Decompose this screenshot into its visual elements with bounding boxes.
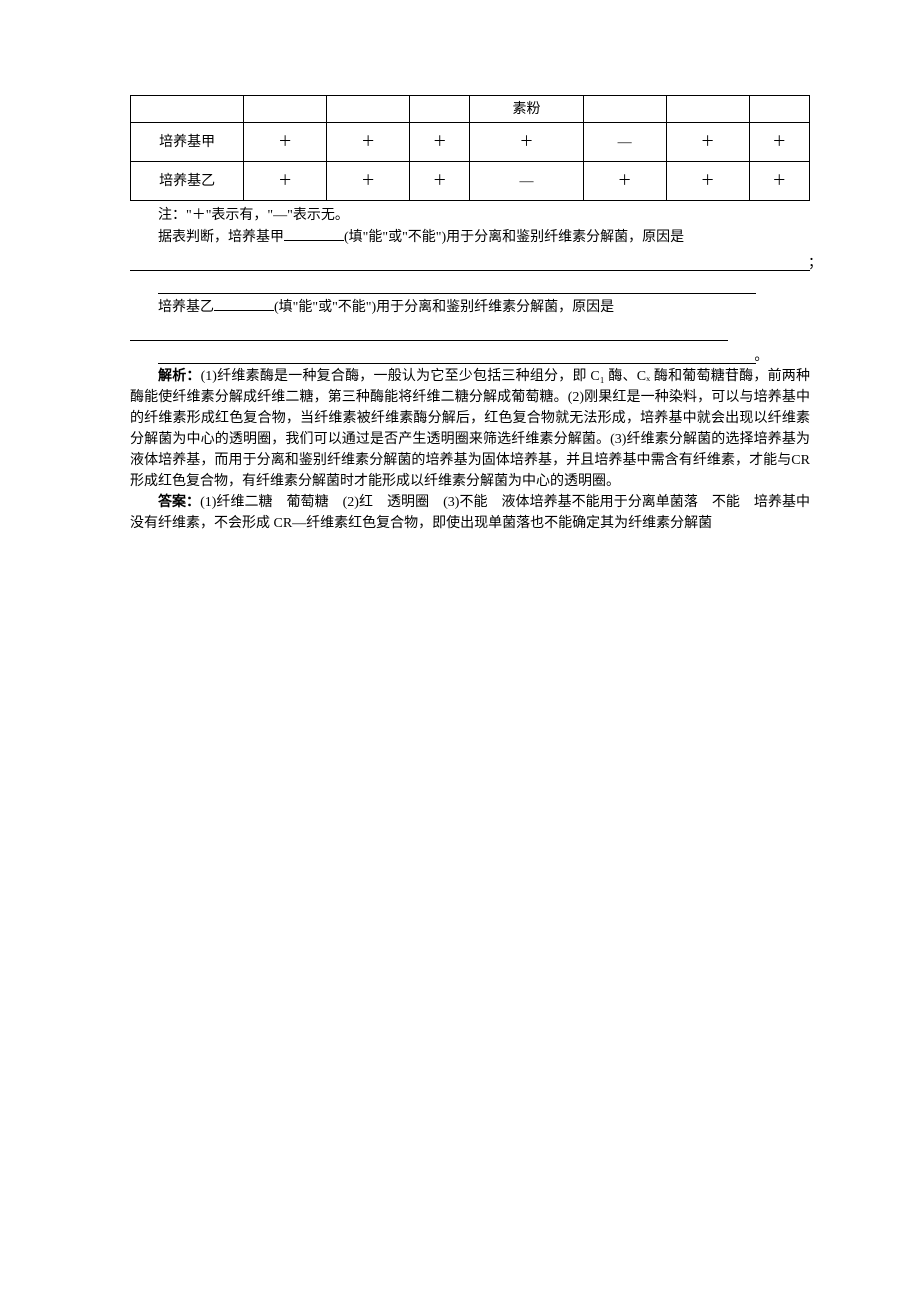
period: 。 xyxy=(754,346,768,367)
blank-line-wrapper: ； xyxy=(130,252,810,271)
document-page: 素粉 培养基甲 ＋ ＋ ＋ ＋ — ＋ ＋ 培养基乙 ＋ ＋ ＋ — ＋ ＋ ＋… xyxy=(0,0,920,534)
cell: ＋ xyxy=(327,162,410,201)
blank-short xyxy=(214,296,274,311)
q2-tail: (填"能"或"不能")用于分离和鉴别纤维素分解菌，原因是 xyxy=(274,300,614,315)
cell: ＋ xyxy=(327,123,410,162)
answer-text: (1)纤维二糖 葡萄糖 (2)红 透明圈 (3)不能 液体培养基不能用于分离单菌… xyxy=(130,495,810,531)
cell: ＋ xyxy=(749,123,809,162)
cell: ＋ xyxy=(244,162,327,201)
answer-label: 答案： xyxy=(158,495,200,510)
answer-block: 答案：(1)纤维二糖 葡萄糖 (2)红 透明圈 (3)不能 液体培养基不能用于分… xyxy=(130,492,810,534)
cell: — xyxy=(470,162,583,201)
header-cell xyxy=(327,96,410,123)
q2-lead: 培养基乙 xyxy=(158,300,214,315)
header-cell xyxy=(131,96,244,123)
table-note: 注："＋"表示有，"—"表示无。 xyxy=(130,205,810,226)
cell: ＋ xyxy=(410,123,470,162)
medium-table: 素粉 培养基甲 ＋ ＋ ＋ ＋ — ＋ ＋ 培养基乙 ＋ ＋ ＋ — ＋ ＋ ＋ xyxy=(130,95,810,201)
blank-line-wrapper: 。 xyxy=(130,345,810,364)
table-row: 培养基乙 ＋ ＋ ＋ — ＋ ＋ ＋ xyxy=(131,162,810,201)
analysis-block: 解析：(1)纤维素酶是一种复合酶，一般认为它至少包括三种组分，即 C₁ 酶、Cₓ… xyxy=(130,366,810,492)
header-cell xyxy=(410,96,470,123)
header-cell: 素粉 xyxy=(470,96,583,123)
header-cell xyxy=(583,96,666,123)
header-cell xyxy=(666,96,749,123)
cell: ＋ xyxy=(666,162,749,201)
blank-short xyxy=(284,226,344,241)
row-label: 培养基甲 xyxy=(131,123,244,162)
cell: ＋ xyxy=(470,123,583,162)
cell: — xyxy=(583,123,666,162)
header-cell xyxy=(749,96,809,123)
answer-blank-line: 。 xyxy=(158,345,756,364)
header-cell xyxy=(244,96,327,123)
cell: ＋ xyxy=(749,162,809,201)
row-label: 培养基乙 xyxy=(131,162,244,201)
answer-blank-line xyxy=(158,275,756,294)
analysis-label: 解析： xyxy=(158,369,201,384)
question-line-1: 据表判断，培养基甲 (填"能"或"不能")用于分离和鉴别纤维素分解菌，原因是 xyxy=(130,226,810,248)
q1-lead: 据表判断，培养基甲 xyxy=(158,230,284,245)
cell: ＋ xyxy=(410,162,470,201)
answer-blank-line: ； xyxy=(130,252,810,271)
cell: ＋ xyxy=(244,123,327,162)
table-header-row: 素粉 xyxy=(131,96,810,123)
analysis-text: (1)纤维素酶是一种复合酶，一般认为它至少包括三种组分，即 C₁ 酶、Cₓ 酶和… xyxy=(130,369,810,489)
table-row: 培养基甲 ＋ ＋ ＋ ＋ — ＋ ＋ xyxy=(131,123,810,162)
question-line-2: 培养基乙 (填"能"或"不能")用于分离和鉴别纤维素分解菌，原因是 xyxy=(130,296,810,318)
q1-paren: (填"能"或"不能")用于分离和鉴别纤维素分解菌，原因是 xyxy=(344,230,684,245)
semicolon: ； xyxy=(808,253,822,274)
cell: ＋ xyxy=(666,123,749,162)
answer-blank-line xyxy=(130,322,728,341)
cell: ＋ xyxy=(583,162,666,201)
